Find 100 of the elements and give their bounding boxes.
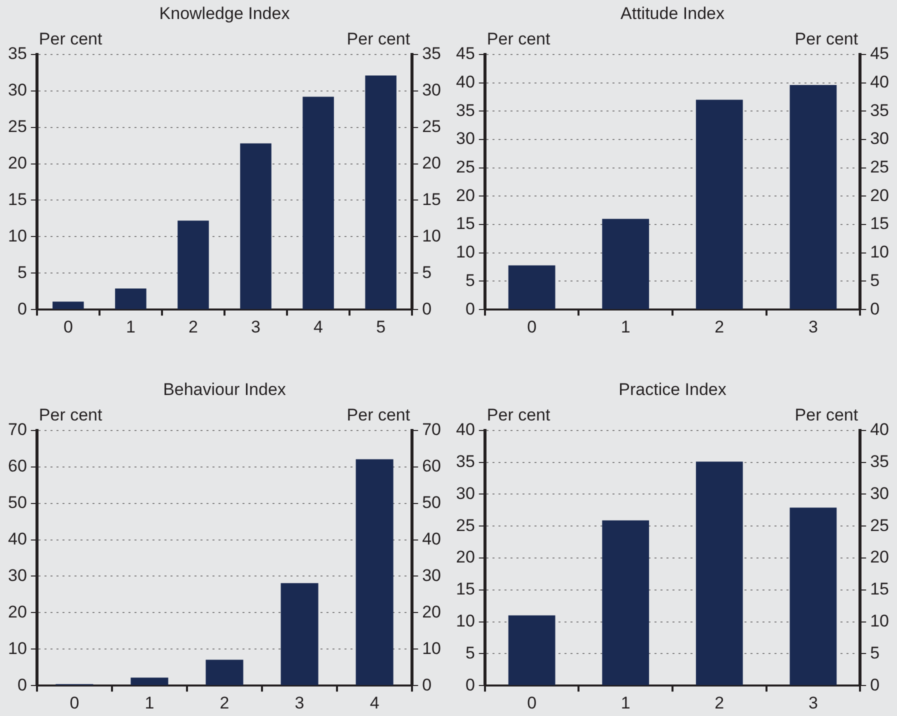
y-tick-label: 35 [456, 452, 475, 471]
x-tick-label: 0 [70, 693, 80, 712]
bar [508, 265, 556, 310]
chart-title: Attitude Index [620, 4, 725, 23]
y-tick-label: 35 [8, 44, 27, 64]
x-tick-label: 2 [220, 693, 230, 712]
bar [356, 459, 394, 686]
y2-tick-label: 0 [870, 299, 880, 318]
y2-tick-label: 25 [870, 516, 890, 535]
y-tick-label: 10 [8, 638, 27, 658]
y-tick-label: 10 [456, 611, 475, 630]
y-tick-label: 30 [456, 129, 475, 148]
y2-tick-label: 10 [870, 611, 890, 630]
y2-tick-label: 5 [870, 270, 880, 290]
y2-tick-label: 0 [422, 299, 432, 318]
y-tick-label: 0 [17, 299, 27, 318]
chart-title: Practice Index [618, 380, 727, 399]
y-tick-label: 20 [456, 186, 475, 205]
y-axis-title: Per cent [38, 406, 102, 425]
bar [206, 660, 244, 686]
y-tick-label: 20 [8, 602, 27, 622]
x-tick-label: 1 [620, 693, 630, 712]
bar [240, 143, 272, 310]
y-tick-label: 15 [456, 580, 475, 599]
bar [302, 96, 334, 310]
y2-tick-label: 20 [422, 602, 442, 622]
x-tick-label: 3 [294, 693, 304, 712]
y2-axis-title: Per cent [346, 30, 410, 49]
y-tick-label: 25 [456, 516, 475, 535]
y2-tick-label: 70 [422, 420, 442, 440]
bar [115, 288, 146, 310]
y2-tick-label: 40 [870, 420, 890, 440]
y2-tick-label: 20 [870, 548, 890, 567]
y2-tick-label: 0 [422, 675, 432, 694]
chart-title: Knowledge Index [159, 4, 290, 23]
chart-title: Behaviour Index [163, 380, 286, 399]
y2-tick-label: 0 [870, 675, 880, 694]
y2-tick-label: 35 [870, 452, 890, 471]
y-tick-label: 25 [8, 117, 27, 136]
y2-tick-label: 50 [422, 493, 442, 512]
y2-tick-label: 5 [870, 643, 880, 662]
y2-tick-label: 10 [422, 638, 442, 658]
x-tick-label: 4 [314, 317, 324, 336]
y2-tick-label: 30 [870, 129, 890, 148]
y-tick-label: 5 [465, 270, 475, 290]
y-tick-label: 5 [465, 643, 475, 662]
y-tick-label: 20 [8, 153, 27, 172]
y-axis-title: Per cent [38, 30, 102, 49]
x-tick-label: 0 [527, 317, 537, 336]
y2-tick-label: 15 [870, 214, 890, 234]
y-tick-label: 10 [8, 226, 27, 246]
y2-tick-label: 60 [422, 456, 442, 476]
y2-tick-label: 25 [870, 158, 890, 177]
y2-tick-label: 25 [422, 117, 442, 136]
y2-tick-label: 30 [422, 80, 442, 100]
y2-axis-title: Per cent [794, 406, 858, 425]
y-tick-label: 40 [456, 420, 475, 440]
x-tick-label: 5 [376, 317, 386, 336]
y2-tick-label: 10 [422, 226, 442, 246]
y-tick-label: 60 [8, 456, 27, 476]
x-tick-label: 0 [527, 693, 537, 712]
x-tick-label: 2 [714, 317, 724, 336]
y-tick-label: 35 [456, 100, 475, 120]
y2-tick-label: 20 [422, 153, 442, 172]
x-tick-label: 1 [144, 693, 154, 712]
x-tick-label: 2 [714, 693, 724, 712]
bar [696, 462, 743, 686]
y2-tick-label: 10 [870, 242, 890, 262]
y2-tick-label: 45 [870, 44, 890, 64]
y-tick-label: 30 [456, 484, 475, 503]
bar [280, 583, 318, 686]
bar [52, 302, 84, 310]
y2-tick-label: 40 [870, 72, 890, 92]
y-tick-label: 5 [17, 262, 27, 282]
x-tick-label: 3 [808, 693, 818, 712]
bar [178, 220, 209, 310]
y-tick-label: 15 [456, 214, 475, 234]
bar [602, 520, 650, 686]
y2-tick-label: 35 [422, 44, 442, 64]
y-tick-label: 20 [456, 548, 475, 567]
bar [602, 218, 650, 310]
y-tick-label: 45 [456, 44, 475, 64]
x-tick-label: 4 [370, 693, 380, 712]
bar [696, 100, 743, 310]
y-tick-label: 0 [17, 675, 27, 694]
bar [790, 508, 837, 686]
y2-tick-label: 40 [422, 529, 442, 548]
y-tick-label: 25 [456, 158, 475, 177]
x-tick-label: 3 [251, 317, 260, 336]
x-tick-label: 2 [188, 317, 198, 336]
y-tick-label: 30 [8, 80, 27, 100]
y2-tick-label: 30 [870, 484, 890, 503]
y-tick-label: 50 [8, 493, 27, 512]
bar [365, 76, 396, 310]
y2-axis-title: Per cent [346, 406, 410, 425]
y-tick-label: 70 [8, 420, 27, 440]
y2-axis-title: Per cent [794, 30, 858, 49]
y2-tick-label: 35 [870, 100, 890, 120]
y-axis-title: Per cent [486, 406, 550, 425]
y-tick-label: 40 [456, 72, 475, 92]
